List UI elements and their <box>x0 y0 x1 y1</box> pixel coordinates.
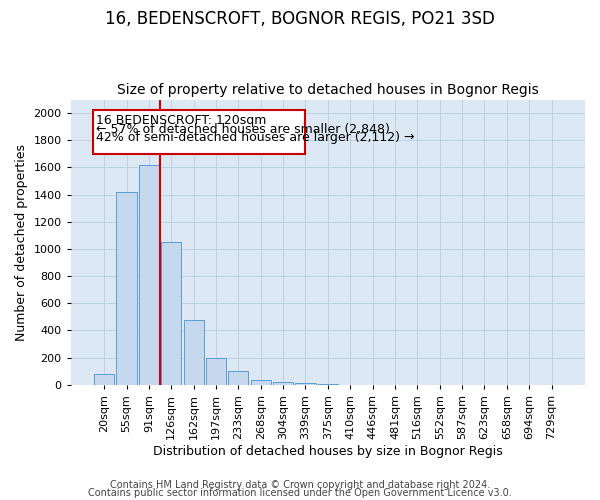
Bar <box>206 358 226 385</box>
Title: Size of property relative to detached houses in Bognor Regis: Size of property relative to detached ho… <box>117 83 539 97</box>
Bar <box>318 384 338 385</box>
Bar <box>251 380 271 385</box>
Bar <box>273 382 293 385</box>
Text: ← 57% of detached houses are smaller (2,848): ← 57% of detached houses are smaller (2,… <box>97 124 390 136</box>
Bar <box>139 165 159 385</box>
Bar <box>116 192 137 385</box>
X-axis label: Distribution of detached houses by size in Bognor Regis: Distribution of detached houses by size … <box>153 444 503 458</box>
Bar <box>295 384 316 385</box>
Y-axis label: Number of detached properties: Number of detached properties <box>15 144 28 340</box>
Text: 16, BEDENSCROFT, BOGNOR REGIS, PO21 3SD: 16, BEDENSCROFT, BOGNOR REGIS, PO21 3SD <box>105 10 495 28</box>
Bar <box>161 242 181 385</box>
Text: 42% of semi-detached houses are larger (2,112) →: 42% of semi-detached houses are larger (… <box>97 132 415 144</box>
Text: 16 BEDENSCROFT: 120sqm: 16 BEDENSCROFT: 120sqm <box>97 114 266 128</box>
Bar <box>94 374 114 385</box>
Text: Contains public sector information licensed under the Open Government Licence v3: Contains public sector information licen… <box>88 488 512 498</box>
Bar <box>93 110 305 154</box>
Bar <box>184 320 203 385</box>
Bar <box>229 370 248 385</box>
Text: Contains HM Land Registry data © Crown copyright and database right 2024.: Contains HM Land Registry data © Crown c… <box>110 480 490 490</box>
